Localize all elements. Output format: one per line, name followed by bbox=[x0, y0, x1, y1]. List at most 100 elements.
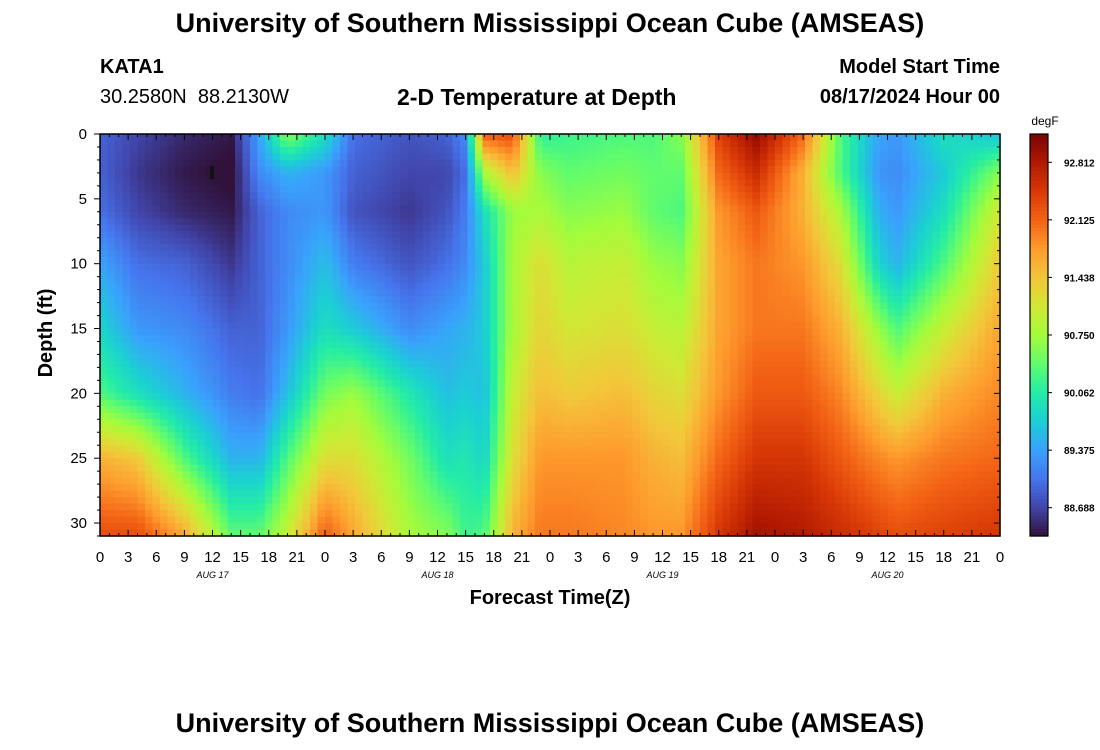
heatmap-cell bbox=[587, 471, 596, 479]
heatmap-cell bbox=[325, 425, 334, 433]
heatmap-cell bbox=[415, 263, 424, 271]
heatmap-cell bbox=[625, 270, 634, 278]
heatmap-cell bbox=[587, 237, 596, 245]
heatmap-cell bbox=[115, 510, 124, 518]
heatmap-cell bbox=[205, 497, 214, 505]
heatmap-cell bbox=[122, 166, 131, 174]
heatmap-cell bbox=[655, 159, 664, 168]
heatmap-cell bbox=[272, 134, 281, 142]
heatmap-cell bbox=[550, 471, 559, 479]
heatmap-cell bbox=[527, 276, 536, 284]
heatmap-cell bbox=[205, 347, 214, 356]
heatmap-cell bbox=[422, 159, 431, 168]
heatmap-cell bbox=[392, 153, 401, 161]
heatmap-cell bbox=[130, 185, 139, 193]
heatmap-cell bbox=[400, 296, 409, 304]
heatmap-cell bbox=[512, 328, 521, 336]
heatmap-cell bbox=[490, 516, 499, 524]
heatmap-cell bbox=[167, 283, 176, 291]
heatmap-cell bbox=[595, 458, 604, 466]
heatmap-cell bbox=[355, 360, 364, 369]
heatmap-cell bbox=[160, 367, 169, 375]
heatmap-cell bbox=[587, 179, 596, 187]
heatmap-cell bbox=[197, 218, 206, 226]
heatmap-cell bbox=[152, 309, 161, 317]
station-coordinates: 30.2580N 88.2130W bbox=[100, 86, 290, 108]
heatmap-cell bbox=[362, 380, 371, 388]
heatmap-cell bbox=[115, 257, 124, 265]
heatmap-cell bbox=[400, 438, 409, 446]
heatmap-cell bbox=[265, 516, 274, 524]
heatmap-cell bbox=[602, 451, 611, 459]
heatmap-cell bbox=[160, 205, 169, 213]
heatmap-cell bbox=[490, 347, 499, 356]
heatmap-cell bbox=[182, 386, 191, 394]
heatmap-cell bbox=[610, 523, 619, 531]
heatmap-cell bbox=[557, 146, 566, 155]
heatmap-cell bbox=[385, 373, 394, 381]
heatmap-cell bbox=[565, 140, 574, 148]
heatmap-cell bbox=[332, 322, 341, 330]
heatmap-cell bbox=[175, 237, 184, 245]
heatmap-cell bbox=[325, 270, 334, 278]
heatmap-cell bbox=[617, 503, 626, 511]
heatmap-cell bbox=[160, 289, 169, 297]
heatmap-cell bbox=[227, 134, 236, 142]
heatmap-cell bbox=[175, 218, 184, 226]
heatmap-cell bbox=[332, 140, 341, 148]
heatmap-cell bbox=[580, 263, 589, 271]
heatmap-cell bbox=[572, 198, 581, 206]
heatmap-cell bbox=[220, 432, 229, 440]
heatmap-cell bbox=[677, 146, 686, 155]
heatmap-cell bbox=[400, 432, 409, 440]
heatmap-cell bbox=[415, 451, 424, 459]
heatmap-cell bbox=[565, 153, 574, 161]
heatmap-cell bbox=[100, 445, 109, 453]
heatmap-cell bbox=[505, 224, 514, 232]
heatmap-cell bbox=[520, 309, 529, 317]
heatmap-cell bbox=[535, 458, 544, 466]
heatmap-cell bbox=[370, 354, 379, 362]
heatmap-cell bbox=[227, 172, 236, 180]
heatmap-cell bbox=[497, 185, 506, 193]
heatmap-cell bbox=[295, 153, 304, 161]
heatmap-cell bbox=[212, 497, 221, 505]
heatmap-cell bbox=[347, 464, 356, 472]
heatmap-cell bbox=[295, 451, 304, 459]
heatmap-cell bbox=[167, 484, 176, 492]
heatmap-cell bbox=[287, 179, 296, 187]
heatmap-cell bbox=[130, 192, 139, 200]
heatmap-cell bbox=[475, 263, 484, 271]
heatmap-cell bbox=[392, 218, 401, 226]
heatmap-cell bbox=[535, 302, 544, 310]
heatmap-cell bbox=[692, 484, 701, 492]
heatmap-cell bbox=[235, 172, 244, 180]
heatmap-cell bbox=[565, 341, 574, 349]
heatmap-cell bbox=[595, 484, 604, 492]
heatmap-cell bbox=[295, 471, 304, 479]
heatmap-cell bbox=[212, 315, 221, 323]
heatmap-cell bbox=[212, 464, 221, 472]
heatmap-cell bbox=[482, 458, 491, 466]
heatmap-cell bbox=[617, 276, 626, 284]
heatmap-cell bbox=[205, 224, 214, 232]
heatmap-cell bbox=[317, 367, 326, 375]
heatmap-cell bbox=[392, 497, 401, 505]
heatmap-cell bbox=[617, 185, 626, 193]
heatmap-cell bbox=[595, 289, 604, 297]
heatmap-cell bbox=[535, 367, 544, 375]
heatmap-cell bbox=[355, 205, 364, 213]
heatmap-cell bbox=[265, 445, 274, 453]
heatmap-cell bbox=[535, 270, 544, 278]
heatmap-cell bbox=[295, 231, 304, 239]
heatmap-cell bbox=[647, 211, 656, 219]
heatmap-cell bbox=[167, 510, 176, 518]
heatmap-cell bbox=[692, 134, 701, 142]
heatmap-cell bbox=[482, 302, 491, 310]
heatmap-cell bbox=[490, 425, 499, 433]
heatmap-cell bbox=[527, 341, 536, 349]
heatmap-cell bbox=[250, 218, 259, 226]
heatmap-cell bbox=[235, 380, 244, 388]
heatmap-cell bbox=[167, 438, 176, 446]
heatmap-cell bbox=[505, 146, 514, 155]
